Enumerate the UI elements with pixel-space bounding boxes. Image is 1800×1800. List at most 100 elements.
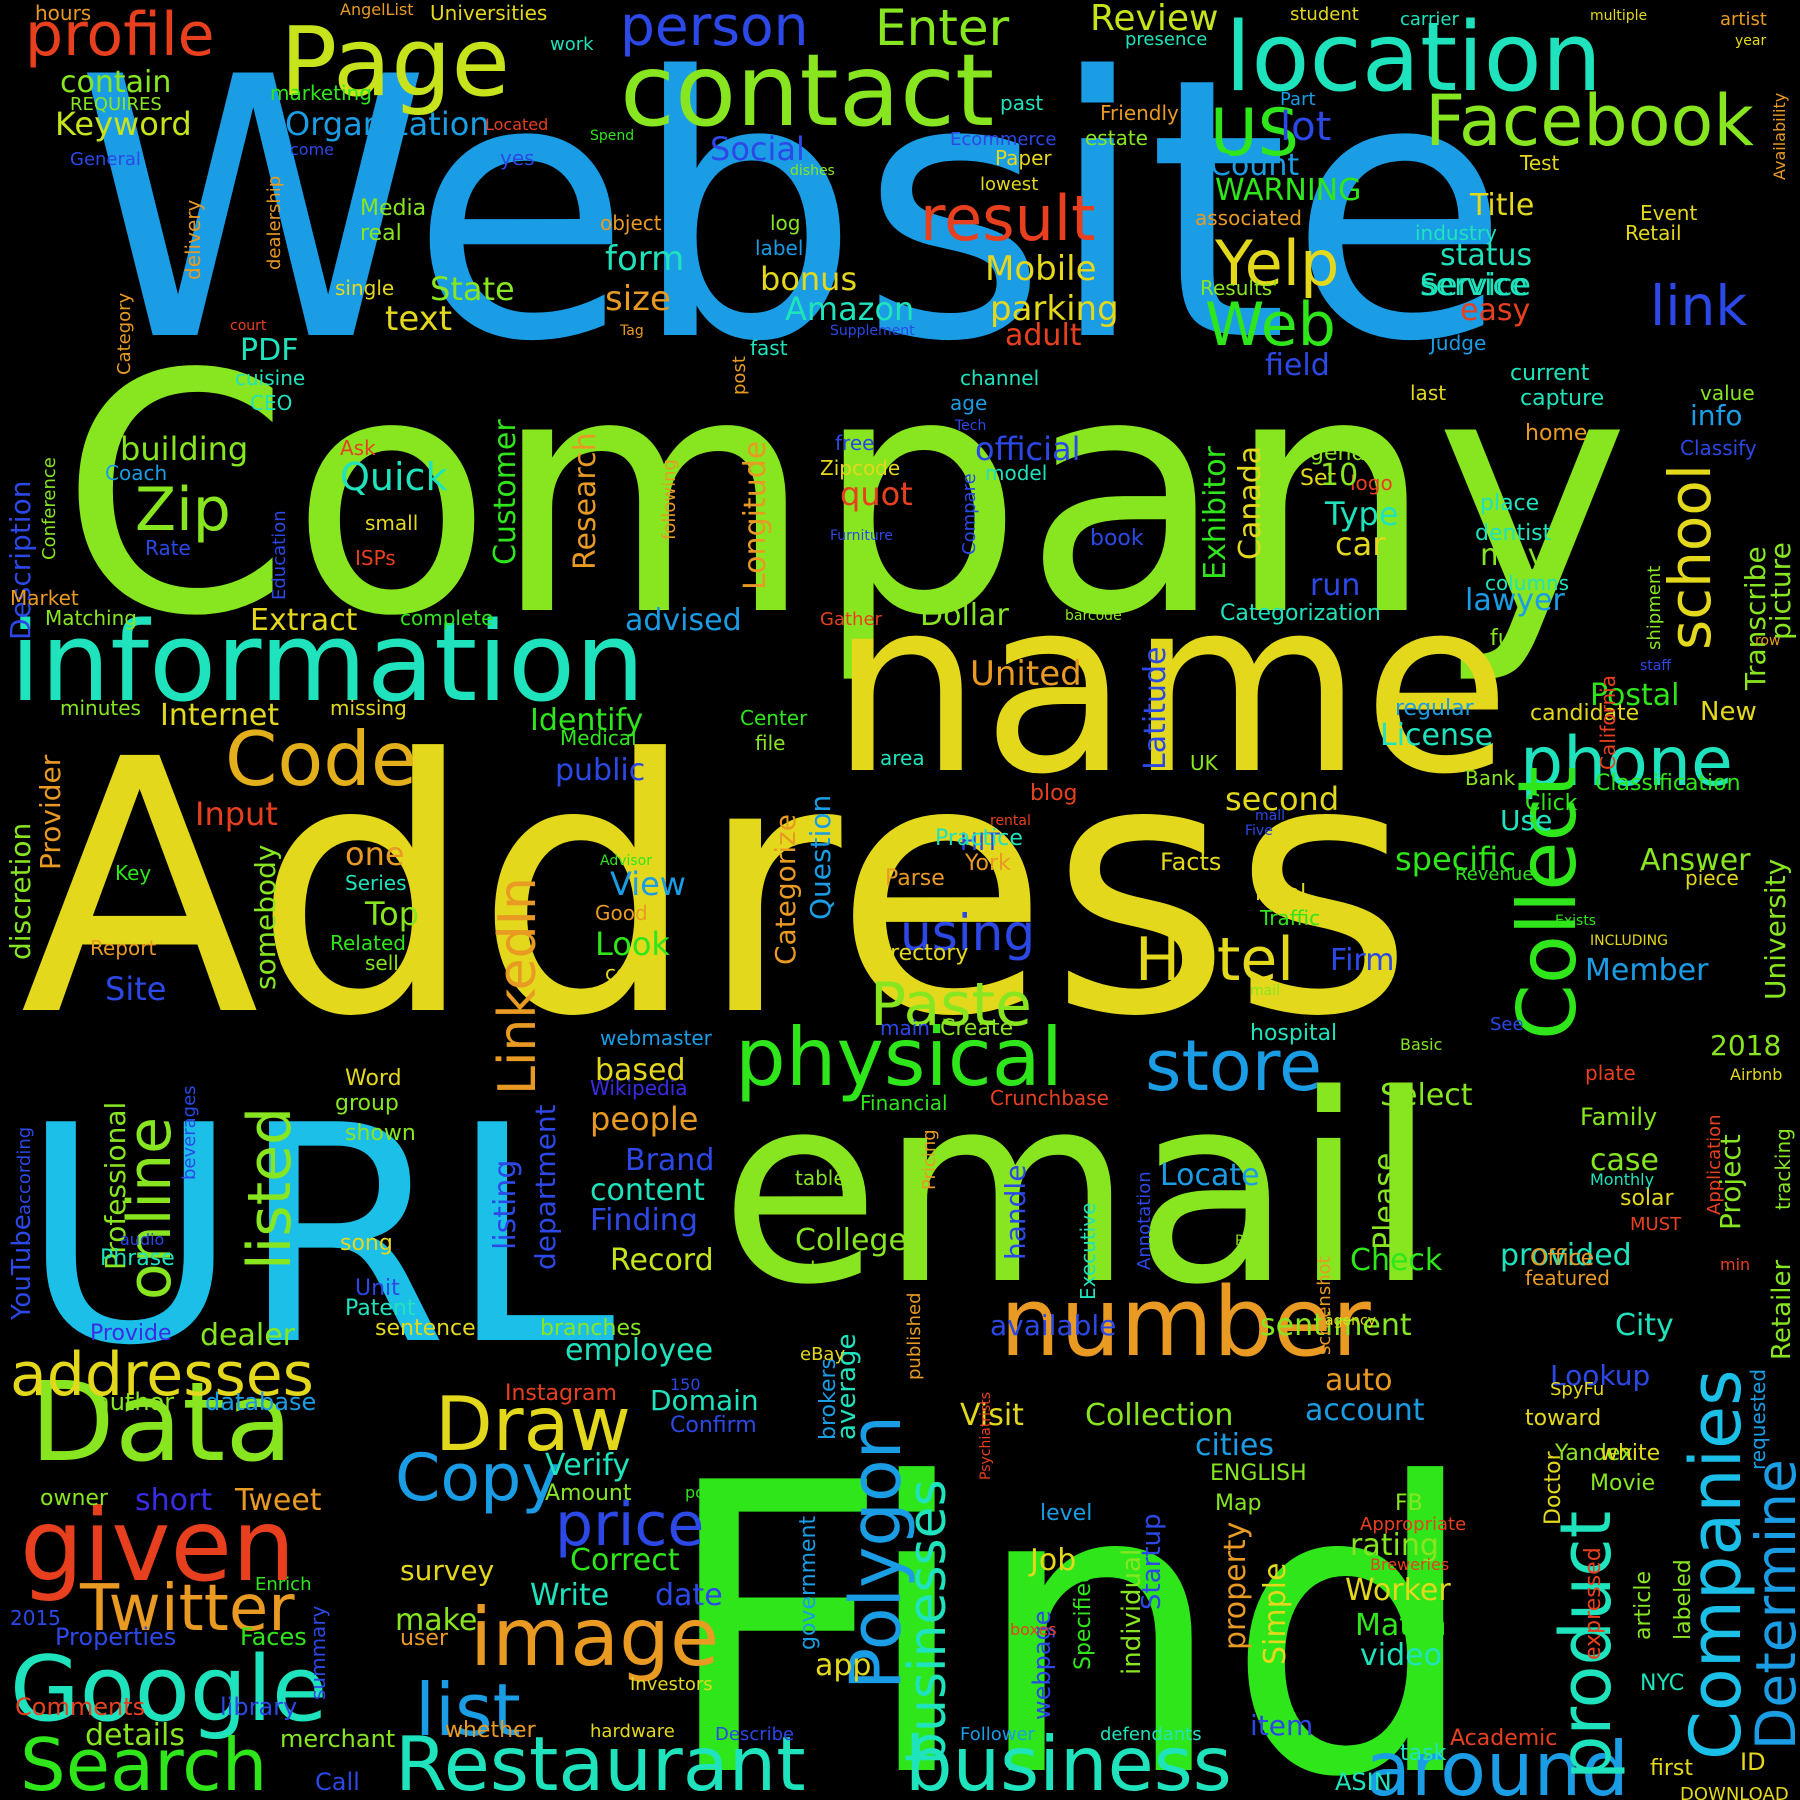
cloud-word: Web: [1205, 290, 1336, 360]
cloud-word: parking: [990, 289, 1119, 329]
cloud-word: adult: [1005, 318, 1082, 353]
cloud-word: account: [1305, 1393, 1425, 1428]
cloud-word: Furniture: [830, 528, 893, 544]
cloud-word: Use: [1500, 804, 1552, 837]
cloud-word: YouTube: [7, 1214, 37, 1321]
cloud-word: Amount: [545, 1481, 632, 1506]
cloud-word: Universities: [430, 1, 547, 25]
cloud-word: author: [95, 1388, 174, 1416]
cloud-word: presence: [1125, 29, 1207, 50]
cloud-word: License: [1380, 718, 1493, 753]
cloud-word: blog: [1030, 781, 1078, 806]
cloud-word: branches: [540, 1316, 641, 1341]
cloud-word: free: [835, 431, 874, 455]
cloud-word: Patent: [345, 1296, 416, 1321]
cloud-word: Startup: [1137, 1514, 1167, 1611]
cloud-word: log: [770, 211, 801, 235]
cloud-word: listing: [488, 1160, 523, 1250]
cloud-word: New: [1700, 697, 1757, 727]
cloud-word: building: [120, 430, 248, 468]
cloud-word: Select: [1380, 1078, 1473, 1113]
cloud-word: Collection: [1085, 1398, 1233, 1433]
cloud-word: Categorize: [769, 814, 802, 965]
cloud-word: discretion: [4, 823, 37, 960]
cloud-word: Create: [940, 1016, 1013, 1041]
cloud-word: two: [810, 1256, 846, 1280]
cloud-word: label: [755, 236, 803, 260]
cloud-word: Company: [60, 304, 1630, 688]
cloud-word: Tech: [954, 418, 986, 434]
cloud-word: Crunchbase: [990, 1086, 1109, 1110]
cloud-word: information: [10, 598, 645, 726]
cloud-word: Yandex: [1554, 1441, 1633, 1466]
cloud-word: United: [970, 654, 1082, 694]
cloud-word: brokers: [816, 1358, 841, 1440]
cloud-word: Advisor: [600, 853, 652, 869]
cloud-word: around: [1365, 1725, 1629, 1800]
cloud-word: owner: [40, 1486, 109, 1511]
cloud-word: available: [990, 1309, 1116, 1342]
cloud-word: channel: [960, 366, 1039, 390]
cloud-word: Confirm: [670, 1413, 757, 1438]
cloud-word: Unit: [355, 1276, 400, 1301]
cloud-word: Top: [364, 895, 419, 933]
cloud-word: last: [1410, 381, 1446, 405]
cloud-word: date: [655, 1578, 723, 1613]
cloud-word: app: [815, 1648, 871, 1683]
cloud-word: requested: [1746, 1369, 1770, 1470]
cloud-word: Wikipedia: [590, 1076, 688, 1100]
cloud-word: book: [1090, 526, 1144, 551]
cloud-word: hospital: [1250, 1021, 1337, 1046]
cloud-word: Report: [90, 936, 156, 960]
cloud-word: store: [1145, 1025, 1322, 1107]
cloud-word: directory: [870, 941, 968, 966]
cloud-word: City: [1615, 1308, 1674, 1343]
cloud-word: ISPs: [355, 546, 396, 570]
cloud-word: age: [950, 391, 987, 415]
cloud-word: logo: [1350, 471, 1393, 495]
cloud-word: LinkedIn: [488, 877, 548, 1095]
cloud-word: run: [1310, 568, 1360, 603]
cloud-word: MUST: [1630, 1214, 1682, 1235]
cloud-word: Social: [710, 130, 805, 168]
cloud-word: Hotel: [1135, 925, 1294, 995]
cloud-word: Ask: [340, 436, 376, 460]
cloud-word: labeled: [1671, 1559, 1696, 1640]
cloud-word: Job: [1028, 1543, 1076, 1578]
cloud-word: Describe: [715, 1724, 794, 1745]
cloud-word: price: [555, 1490, 704, 1560]
cloud-word: Zip: [135, 475, 231, 545]
cloud-word: Identify: [530, 703, 643, 738]
cloud-word: ASIN: [1335, 1768, 1392, 1796]
cloud-word: Member: [1585, 953, 1709, 988]
cloud-word: multiple: [1590, 8, 1647, 24]
cloud-word: Series: [345, 871, 407, 895]
cloud-word: Exists: [1555, 913, 1596, 929]
cloud-word: Please: [1368, 1153, 1403, 1250]
cloud-word: Tag: [619, 323, 644, 339]
cloud-word: Paste: [870, 970, 1032, 1040]
cloud-word: solar: [1620, 1186, 1675, 1211]
cloud-word: Longitude: [738, 441, 773, 590]
cloud-word: Results': [1200, 276, 1278, 300]
cloud-word: University: [1759, 859, 1792, 1000]
cloud-word: Classification: [1595, 771, 1741, 796]
cloud-word: location: [1225, 3, 1602, 113]
cloud-word: whether: [445, 1718, 537, 1743]
cloud-word: FB: [1395, 1491, 1423, 1516]
cloud-word: Category: [114, 292, 135, 375]
cloud-word: status: [1440, 238, 1532, 273]
cloud-word: Compare: [959, 473, 980, 555]
cloud-word: Specified: [1071, 1569, 1096, 1670]
cloud-word: Doctor: [1541, 1450, 1566, 1525]
cloud-word: second: [1225, 780, 1339, 818]
cloud-word: hours: [35, 1, 91, 25]
cloud-word: text: [385, 299, 452, 339]
cloud-word: Address: [20, 685, 1414, 1093]
cloud-word: Five: [1245, 823, 1273, 839]
cloud-word: Availability: [1770, 93, 1789, 180]
cloud-word: image: [470, 1591, 719, 1684]
cloud-word: come: [290, 140, 334, 159]
cloud-word: AngelList: [340, 0, 414, 19]
